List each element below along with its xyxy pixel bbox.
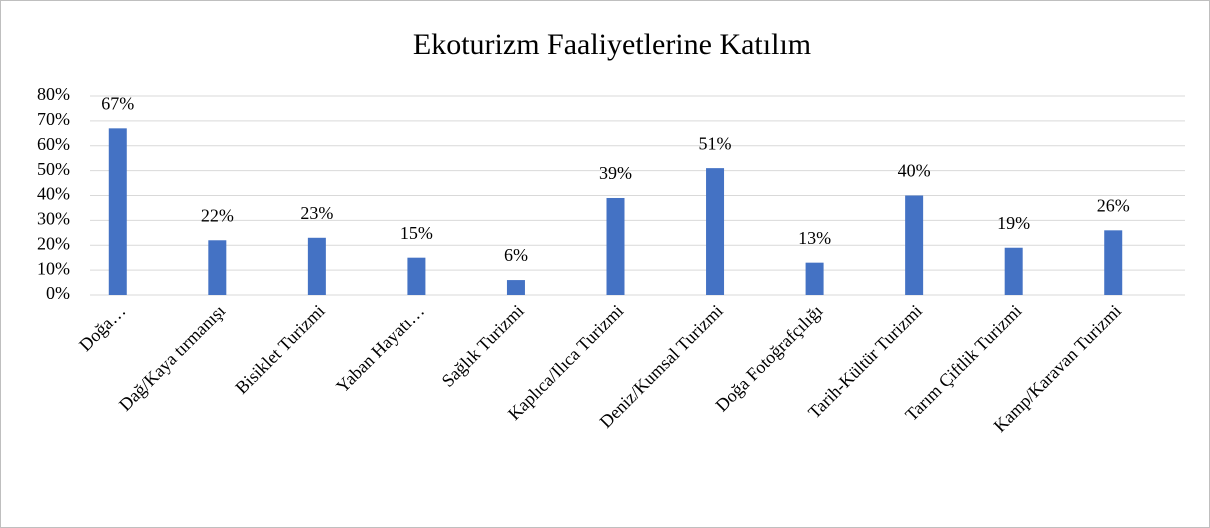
y-tick-label: 0%: [46, 283, 70, 303]
data-label: 13%: [798, 228, 831, 248]
data-label: 15%: [400, 223, 433, 243]
bar: [706, 168, 725, 295]
data-label: 39%: [599, 163, 632, 183]
y-tick-label: 40%: [37, 184, 70, 204]
data-label: 26%: [1097, 195, 1130, 215]
y-tick-label: 60%: [37, 134, 70, 154]
bar: [506, 280, 525, 295]
y-tick-label: 30%: [37, 209, 70, 229]
data-label: 67%: [101, 93, 134, 113]
data-label: 19%: [997, 213, 1030, 233]
bar: [1104, 230, 1123, 295]
y-tick-label: 20%: [37, 233, 70, 253]
y-tick-label: 10%: [37, 258, 70, 278]
bar: [805, 262, 824, 295]
bar: [905, 195, 924, 295]
data-label: 6%: [504, 245, 528, 265]
chart-title: Ekoturizm Faaliyetlerine Katılım: [413, 28, 811, 61]
bar: [307, 237, 326, 295]
bar: [407, 257, 426, 295]
bar: [108, 128, 127, 295]
y-tick-label: 70%: [37, 109, 70, 129]
y-tick-label: 80%: [37, 84, 70, 104]
bar: [606, 197, 625, 295]
y-tick-label: 50%: [37, 159, 70, 179]
bar: [208, 240, 227, 295]
data-label: 22%: [201, 205, 234, 225]
bar: [1004, 247, 1023, 295]
data-label: 23%: [300, 203, 333, 223]
data-label: 40%: [898, 161, 931, 181]
data-label: 51%: [699, 133, 732, 153]
